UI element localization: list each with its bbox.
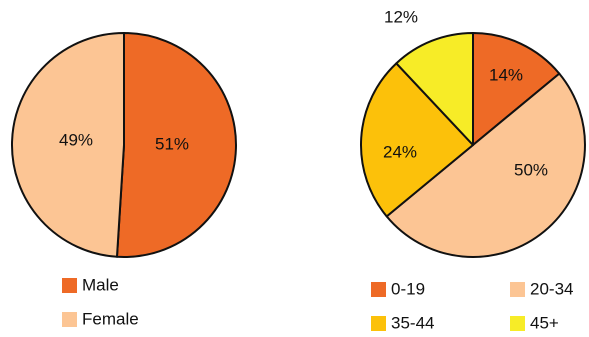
- legend-swatch-male: [62, 278, 77, 293]
- pie-slice-35-44: [360, 62, 474, 218]
- pie-slice-20-34: [385, 72, 586, 258]
- legend-item-45: 45+: [510, 313, 559, 332]
- data-label-20-34: 50%: [514, 160, 548, 179]
- data-label-male: 51%: [155, 134, 189, 153]
- data-label-female: 49%: [59, 130, 93, 149]
- legend-label-35-44: 35-44: [391, 313, 434, 332]
- legend-item-35-44: 35-44: [371, 313, 434, 332]
- age-pie-chart: 14% 50% 24% 12%: [360, 7, 586, 258]
- legend-item-male: Male: [62, 275, 119, 294]
- data-label-45: 12%: [384, 7, 418, 26]
- age-legend: 0-19 20-34 35-44 45+: [371, 279, 573, 332]
- legend-swatch-20-34: [510, 282, 525, 297]
- legend-label-female: Female: [82, 309, 139, 328]
- gender-pie-chart: 51% 49%: [11, 32, 237, 258]
- legend-label-0-19: 0-19: [391, 279, 425, 298]
- data-label-0-19: 14%: [489, 65, 523, 84]
- legend-swatch-female: [62, 312, 77, 327]
- legend-swatch-45: [510, 316, 525, 331]
- pie-slice-male: [115, 32, 237, 258]
- pie-slice-female: [11, 32, 125, 258]
- gender-legend: Male Female: [62, 275, 139, 328]
- legend-swatch-35-44: [371, 316, 386, 331]
- legend-item-female: Female: [62, 309, 139, 328]
- data-label-35-44: 24%: [383, 142, 417, 161]
- legend-label-20-34: 20-34: [530, 279, 573, 298]
- legend-label-45: 45+: [530, 313, 559, 332]
- legend-label-male: Male: [82, 275, 119, 294]
- pie-slice-0-19: [472, 32, 561, 146]
- legend-item-0-19: 0-19: [371, 279, 425, 298]
- pie-slice-45: [395, 32, 474, 146]
- legend-swatch-0-19: [371, 282, 386, 297]
- legend-item-20-34: 20-34: [510, 279, 573, 298]
